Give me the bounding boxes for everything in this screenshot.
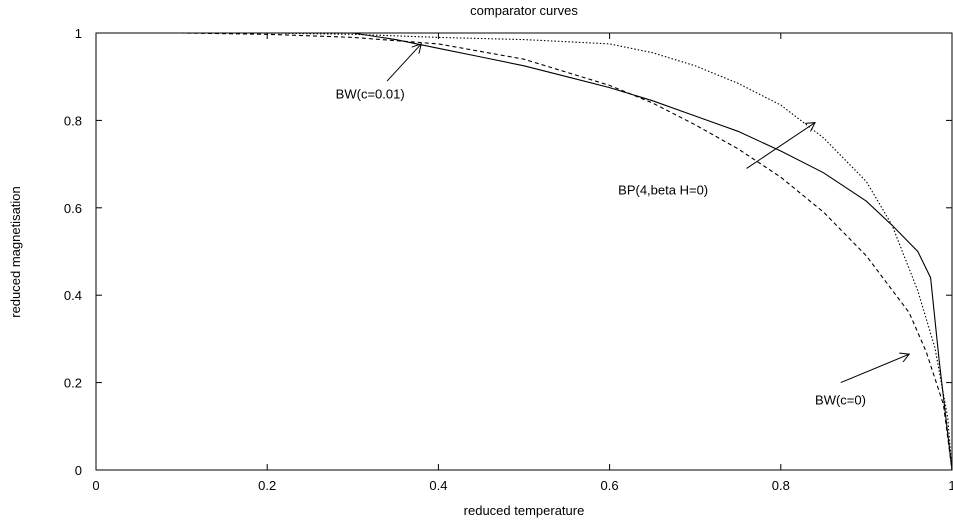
ticks: 0 0.2 0.4 0.6 0.8 1 0 0.2 0.4 0.6 0.8 1 [64, 26, 953, 493]
series-line-dotted [96, 32, 953, 471]
annotation-label: BW(c=0.01) [336, 87, 405, 102]
plot-frame [95, 32, 953, 471]
x-tick-label: 0.6 [601, 478, 619, 493]
y-tick-label: 0 [75, 463, 82, 478]
series-line-solid [96, 32, 953, 471]
x-tick-label: 0.4 [429, 478, 447, 493]
x-tick-label: 0.8 [772, 478, 790, 493]
x-tick-label: 0 [92, 478, 99, 493]
annotation-arrow [840, 354, 909, 384]
x-axis-label: reduced temperature [464, 503, 585, 518]
x-tick-label: 1 [948, 478, 953, 493]
x-tick-label: 0.2 [258, 478, 276, 493]
annotation-label: BP(4,beta H=0) [618, 183, 708, 198]
y-tick-label: 0.4 [64, 288, 82, 303]
y-tick-label: 1 [75, 26, 82, 41]
series-line-dashed [96, 32, 953, 471]
annotation-label: BW(c=0) [815, 392, 866, 407]
series-group [96, 32, 953, 471]
y-tick-label: 0.2 [64, 376, 82, 391]
annotation-arrow [746, 123, 815, 169]
chart-title: comparator curves [470, 3, 578, 18]
annotations-group: BW(c=0.01) BP(4,beta H=0) BW(c=0) [336, 44, 910, 407]
y-tick-label: 0.8 [64, 113, 82, 128]
y-tick-label: 0.6 [64, 201, 82, 216]
y-axis-label: reduced magnetisation [8, 186, 23, 318]
annotation-arrow [386, 44, 421, 82]
